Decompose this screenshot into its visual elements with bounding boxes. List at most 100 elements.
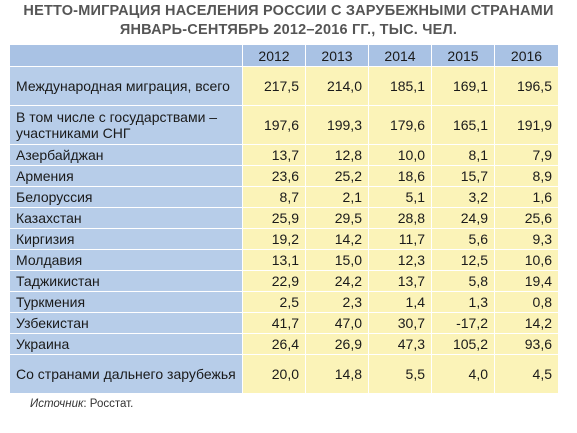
row-value: 169,1 xyxy=(431,66,495,106)
row-value: 1,3 xyxy=(431,291,495,313)
row-value: 7,9 xyxy=(494,144,559,166)
table-row: Молдавия 13,1 15,0 12,3 12,5 10,6 xyxy=(9,249,559,271)
row-value: 5,1 xyxy=(368,186,432,208)
row-label: Туркмения xyxy=(9,291,243,313)
row-label: Киргизия xyxy=(9,228,243,250)
row-value: 199,3 xyxy=(305,105,369,145)
table-row: В том числе с государствами – участникам… xyxy=(9,105,559,145)
row-value: 196,5 xyxy=(494,66,559,106)
source-text: : Росстат. xyxy=(83,398,134,410)
table-row: Белоруссия 8,7 2,1 5,1 3,2 1,6 xyxy=(9,186,559,208)
row-value: 15,7 xyxy=(431,165,495,187)
row-label: Узбекистан xyxy=(9,312,243,334)
row-value: 20,0 xyxy=(242,354,306,394)
row-value: 0,8 xyxy=(494,291,559,313)
row-value: 29,5 xyxy=(305,207,369,229)
row-value: 11,7 xyxy=(368,228,432,250)
row-value: 25,9 xyxy=(242,207,306,229)
row-value: 12,8 xyxy=(305,144,369,166)
migration-table: 2012 2013 2014 2015 2016 Международная м… xyxy=(9,44,559,394)
table-row: Киргизия 19,2 14,2 11,7 5,6 9,3 xyxy=(9,228,559,250)
row-value: 4,5 xyxy=(494,354,559,394)
row-value: 18,6 xyxy=(368,165,432,187)
row-value: 14,2 xyxy=(305,228,369,250)
row-value: 8,9 xyxy=(494,165,559,187)
row-value: 93,6 xyxy=(494,333,559,355)
header-year: 2016 xyxy=(494,44,559,67)
row-value: 19,4 xyxy=(494,270,559,292)
row-value: 22,9 xyxy=(242,270,306,292)
source-note: Источник: Росстат. xyxy=(30,398,133,410)
row-value: 165,1 xyxy=(431,105,495,145)
row-value: 47,3 xyxy=(368,333,432,355)
row-value: 13,7 xyxy=(242,144,306,166)
row-value: 10,0 xyxy=(368,144,432,166)
row-value: 12,3 xyxy=(368,249,432,271)
row-value: 24,2 xyxy=(305,270,369,292)
row-value: 26,4 xyxy=(242,333,306,355)
row-value: 1,6 xyxy=(494,186,559,208)
row-value: 3,2 xyxy=(431,186,495,208)
table-row: Международная миграция, всего 217,5 214,0 1… xyxy=(9,66,559,106)
table-title: НЕТТО-МИГРАЦИЯ НАСЕЛЕНИЯ РОССИИ С ЗАРУБЕ… xyxy=(0,2,577,40)
row-value: 105,2 xyxy=(431,333,495,355)
row-value: 191,9 xyxy=(494,105,559,145)
title-line-2: ЯНВАРЬ-СЕНТЯБРЬ 2012–2016 ГГ., ТЫС. ЧЕЛ. xyxy=(119,22,458,38)
row-value: 2,5 xyxy=(242,291,306,313)
row-label: Украина xyxy=(9,333,243,355)
row-value: 14,8 xyxy=(305,354,369,394)
row-value: 1,4 xyxy=(368,291,432,313)
row-label: Азербайджан xyxy=(9,144,243,166)
table-row: Узбекистан 41,7 47,0 30,7 -17,2 14,2 xyxy=(9,312,559,334)
row-value: 41,7 xyxy=(242,312,306,334)
header-year: 2012 xyxy=(242,44,306,67)
header-year: 2013 xyxy=(305,44,369,67)
table-row: Со странами дальнего зарубежья 20,0 14,8 5,… xyxy=(9,354,559,394)
row-value: 13,1 xyxy=(242,249,306,271)
row-value: 5,8 xyxy=(431,270,495,292)
row-value: 8,7 xyxy=(242,186,306,208)
row-value: 185,1 xyxy=(368,66,432,106)
row-value: 197,6 xyxy=(242,105,306,145)
row-value: 23,6 xyxy=(242,165,306,187)
row-value: 2,3 xyxy=(305,291,369,313)
row-value: 25,2 xyxy=(305,165,369,187)
row-value: 179,6 xyxy=(368,105,432,145)
row-value: 2,1 xyxy=(305,186,369,208)
source-label: Источник xyxy=(30,398,84,410)
table-row: Азербайджан 13,7 12,8 10,0 8,1 7,9 xyxy=(9,144,559,166)
row-label: В том числе с государствами – участникам… xyxy=(9,105,243,145)
row-label: Молдавия xyxy=(9,249,243,271)
row-value: 19,2 xyxy=(242,228,306,250)
row-value: 15,0 xyxy=(305,249,369,271)
row-value: -17,2 xyxy=(431,312,495,334)
row-label: Белоруссия xyxy=(9,186,243,208)
table-row: Таджикистан 22,9 24,2 13,7 5,8 19,4 xyxy=(9,270,559,292)
row-value: 12,5 xyxy=(431,249,495,271)
header-year: 2014 xyxy=(368,44,432,67)
row-value: 47,0 xyxy=(305,312,369,334)
row-label: Армения xyxy=(9,165,243,187)
row-value: 30,7 xyxy=(368,312,432,334)
row-value: 14,2 xyxy=(494,312,559,334)
row-value: 13,7 xyxy=(368,270,432,292)
row-value: 28,8 xyxy=(368,207,432,229)
row-value: 5,6 xyxy=(431,228,495,250)
row-value: 8,1 xyxy=(431,144,495,166)
row-value: 217,5 xyxy=(242,66,306,106)
row-label: Таджикистан xyxy=(9,270,243,292)
table-row: Казахстан 25,9 29,5 28,8 24,9 25,6 xyxy=(9,207,559,229)
row-value: 214,0 xyxy=(305,66,369,106)
row-value: 25,6 xyxy=(494,207,559,229)
header-year: 2015 xyxy=(431,44,495,67)
row-label: Со странами дальнего зарубежья xyxy=(9,354,243,394)
row-label: Казахстан xyxy=(9,207,243,229)
header-row: 2012 2013 2014 2015 2016 xyxy=(9,44,559,67)
row-value: 4,0 xyxy=(431,354,495,394)
row-value: 26,9 xyxy=(305,333,369,355)
table-row: Армения 23,6 25,2 18,6 15,7 8,9 xyxy=(9,165,559,187)
table-row: Туркмения 2,5 2,3 1,4 1,3 0,8 xyxy=(9,291,559,313)
row-value: 9,3 xyxy=(494,228,559,250)
row-value: 5,5 xyxy=(368,354,432,394)
row-label: Международная миграция, всего xyxy=(9,66,243,106)
